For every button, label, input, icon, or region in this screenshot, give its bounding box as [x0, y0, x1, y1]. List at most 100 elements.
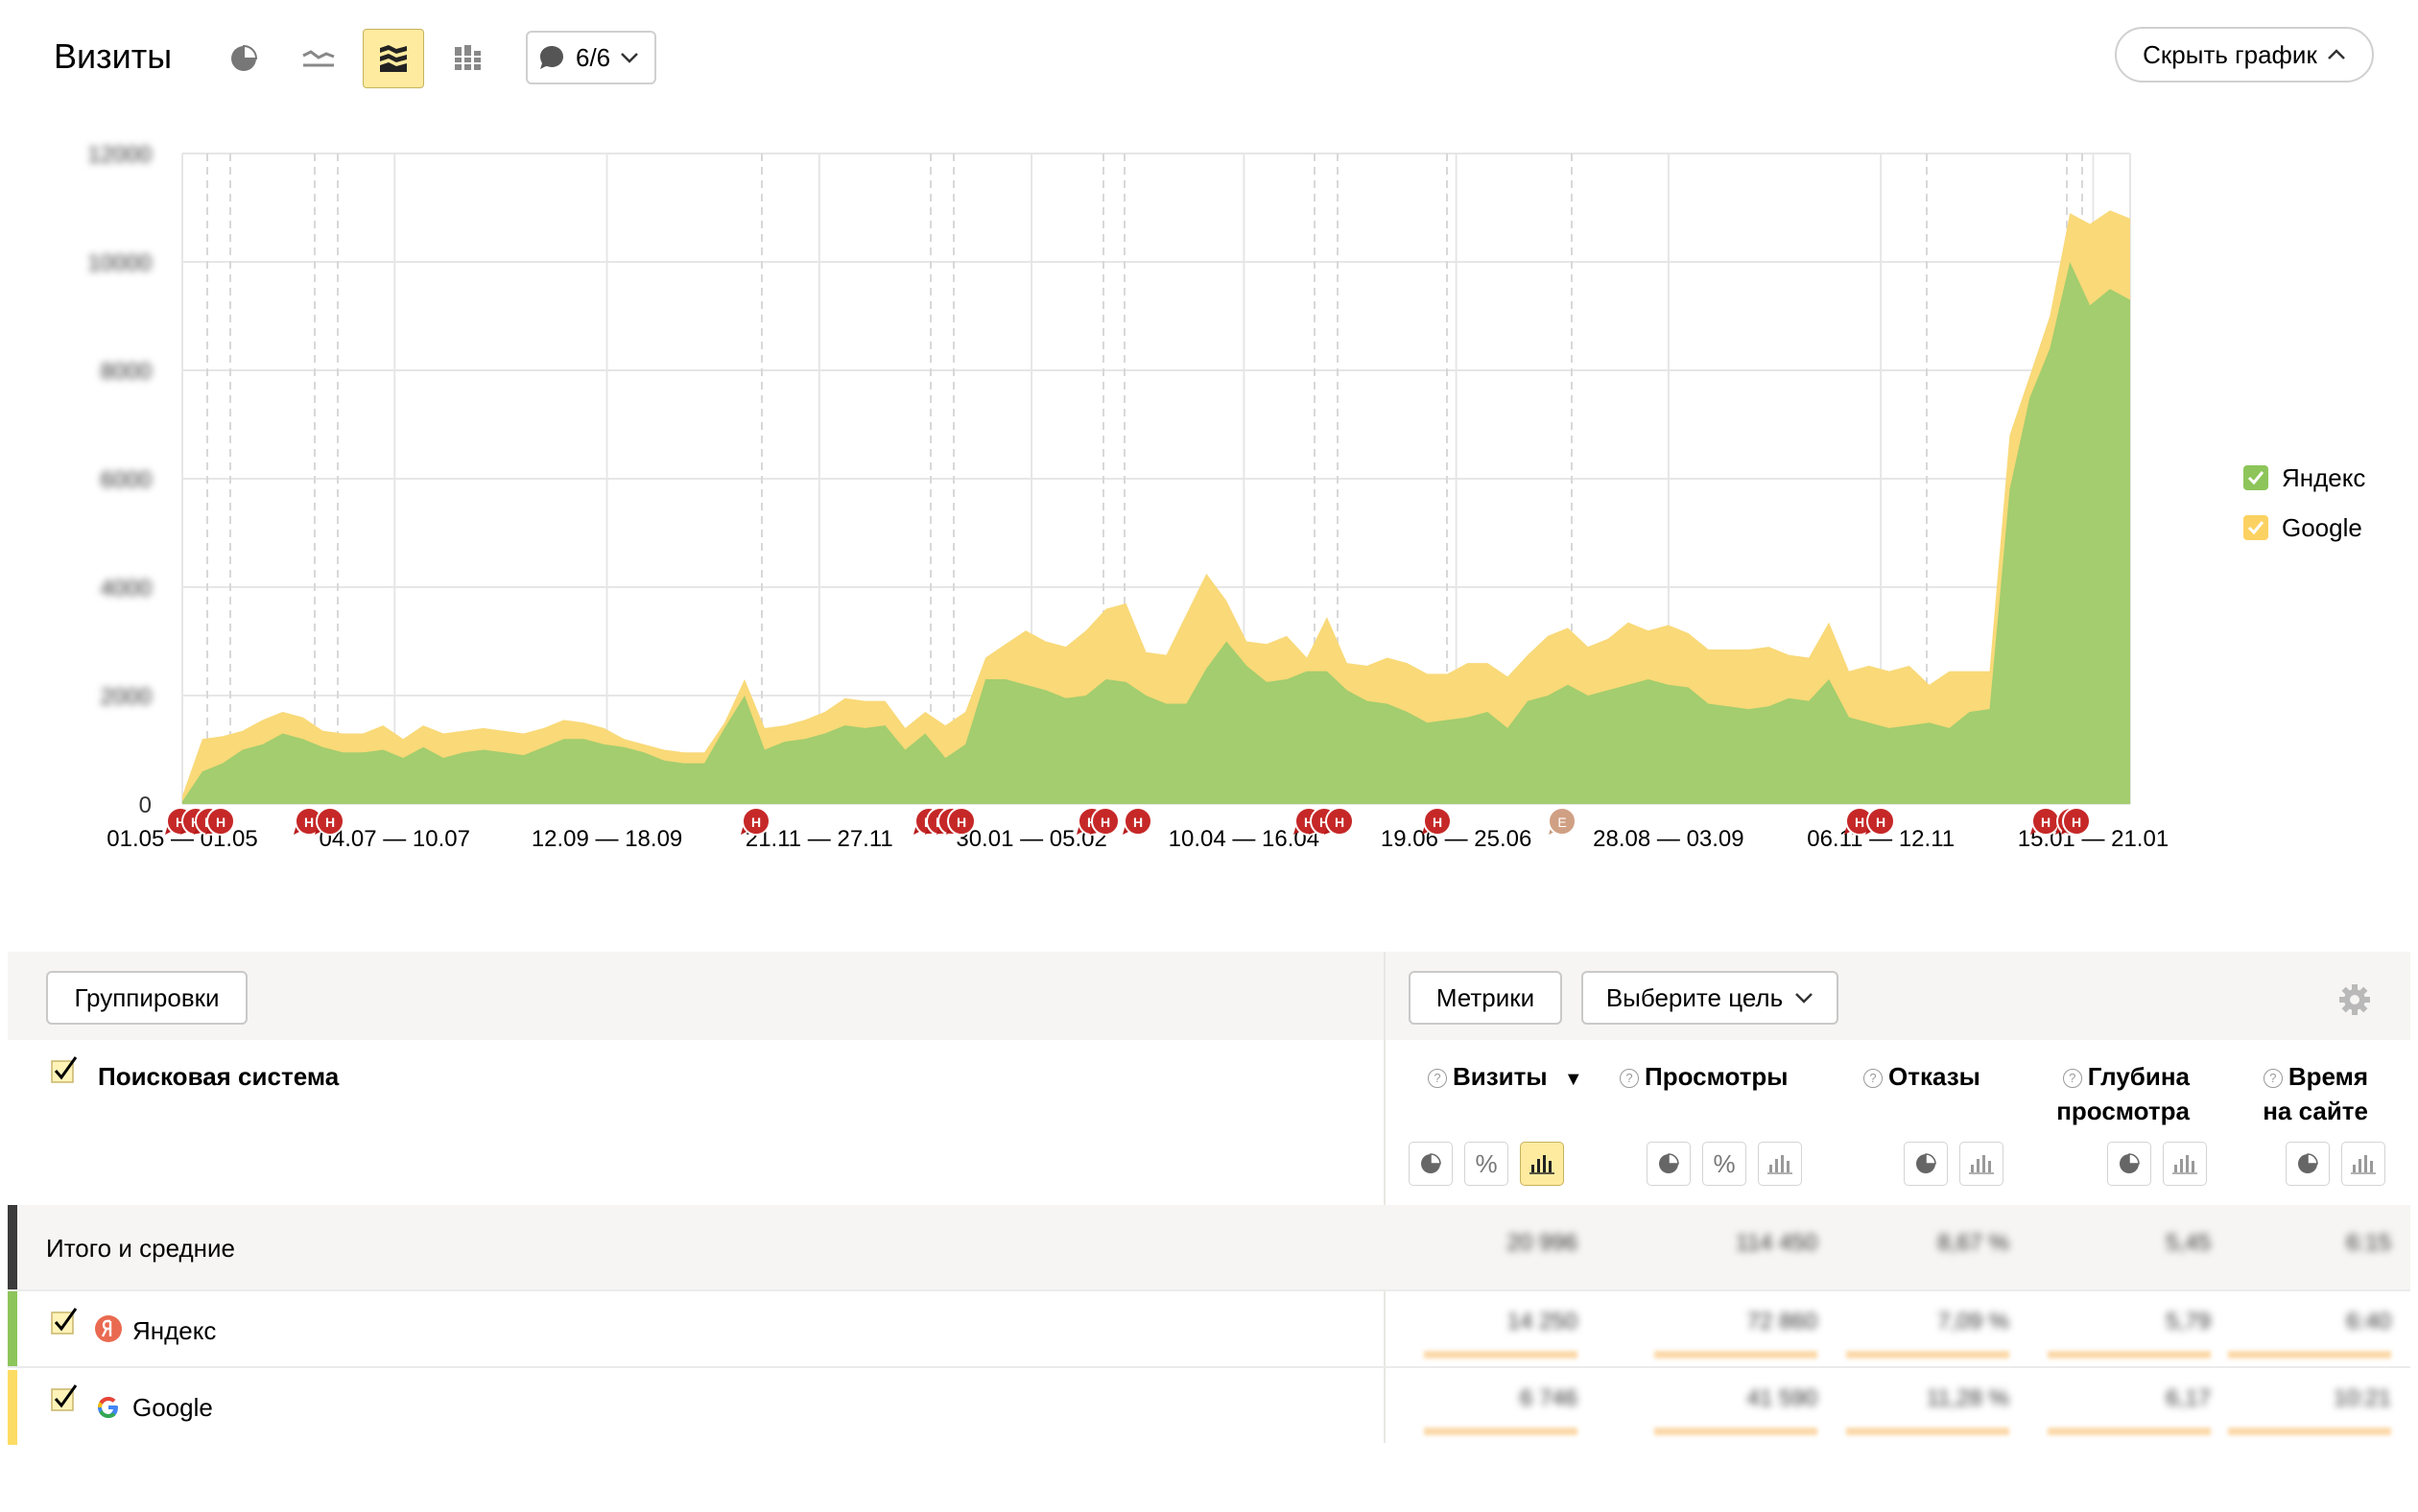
checkbox-icon[interactable] — [50, 1383, 79, 1412]
series-area-google — [182, 210, 2130, 805]
note-marker-icon[interactable]: Н — [1123, 807, 1152, 836]
svg-text:Н: Н — [1133, 815, 1143, 830]
pie-view-icon[interactable] — [1409, 1142, 1453, 1186]
note-marker-icon[interactable]: Н — [1324, 807, 1354, 836]
y-tick-label: 4000 — [101, 576, 152, 602]
svg-text:Н: Н — [751, 815, 761, 830]
x-tick-label: 19.06 — 25.06 — [1381, 826, 1531, 852]
note-marker-icon[interactable]: Н — [2061, 807, 2091, 836]
chevron-down-icon — [1795, 993, 1814, 1004]
cell-value: 5,79 — [2166, 1309, 2211, 1335]
cell-value: 11,28 % — [1926, 1385, 2009, 1411]
legend-item-google[interactable]: Google — [2243, 512, 2365, 543]
bar-view-icon[interactable] — [1959, 1142, 2003, 1186]
pie-view-icon[interactable] — [2286, 1142, 2330, 1186]
cell-value: 6:15 — [2346, 1230, 2391, 1256]
cell-share-bar — [1424, 1428, 1577, 1435]
groupings-label: Группировки — [74, 982, 220, 1012]
svg-text:Н: Н — [1335, 815, 1344, 830]
cell-share-bar — [2228, 1351, 2391, 1358]
row-label-google[interactable]: Google — [132, 1393, 213, 1422]
stacked-bar-button[interactable] — [438, 29, 499, 88]
line-chart-button[interactable] — [288, 29, 349, 88]
sort-desc-icon: ▼ — [1563, 1069, 1583, 1090]
svg-text:Н: Н — [176, 815, 185, 830]
y-tick-label: 0 — [139, 792, 152, 818]
pie-view-icon[interactable] — [1904, 1142, 1948, 1186]
note-marker-icon[interactable]: Н — [741, 807, 770, 836]
chevron-down-icon — [621, 53, 639, 63]
gear-icon[interactable] — [2337, 982, 2372, 1017]
x-tick-label: 04.07 — 10.07 — [320, 826, 470, 852]
note-marker-icon[interactable]: Н — [1865, 807, 1895, 836]
metrics-button[interactable]: Метрики — [1409, 971, 1562, 1025]
checkbox-icon — [2243, 465, 2268, 490]
y-tick-label: 10000 — [87, 250, 152, 276]
bar-view-icon[interactable] — [2341, 1142, 2385, 1186]
svg-text:Н: Н — [1101, 815, 1110, 830]
y-tick-label: 2000 — [101, 684, 152, 710]
checkbox-icon[interactable] — [50, 1055, 79, 1084]
x-tick-label: 12.09 — 18.09 — [532, 826, 682, 852]
cell-share-bar — [1846, 1351, 2009, 1358]
yandex-logo-icon — [95, 1315, 122, 1342]
note-marker-icon[interactable]: Н — [205, 807, 235, 836]
note-marker-icon[interactable]: Н — [946, 807, 976, 836]
notes-dropdown[interactable]: 6/6 — [526, 31, 656, 84]
goal-select[interactable]: Выберите цель — [1581, 971, 1838, 1025]
svg-text:Е: Е — [1557, 815, 1566, 830]
pie-view-icon[interactable] — [2107, 1142, 2151, 1186]
help-icon[interactable]: ? — [1428, 1069, 1447, 1089]
page-title: Визиты — [54, 36, 173, 76]
series-area-yandex — [182, 262, 2130, 804]
column-bounces[interactable]: ? Отказы — [1863, 1059, 1980, 1094]
hide-chart-button[interactable]: Скрыть график — [2115, 27, 2374, 83]
stacked-area-button[interactable] — [363, 29, 424, 88]
hide-chart-label: Скрыть график — [2143, 39, 2317, 69]
cell-share-bar — [1846, 1428, 2009, 1435]
column-time[interactable]: ? Время на сайте — [2259, 1059, 2368, 1128]
help-icon[interactable]: ? — [2263, 1069, 2283, 1089]
dimension-header[interactable]: Поисковая система — [98, 1062, 340, 1091]
note-marker-icon[interactable]: Н — [1422, 807, 1452, 836]
checkbox-icon[interactable] — [50, 1307, 79, 1335]
pie-chart-button[interactable] — [213, 29, 274, 88]
percent-view-icon[interactable]: % — [1464, 1142, 1508, 1186]
column-label: Глубина — [2087, 1062, 2190, 1091]
pie-view-icon[interactable] — [1647, 1142, 1691, 1186]
y-tick-label: 6000 — [101, 467, 152, 493]
cell-share-bar — [2048, 1351, 2211, 1358]
help-icon[interactable]: ? — [2062, 1069, 2082, 1089]
legend-item-yandex[interactable]: Яндекс — [2243, 462, 2365, 493]
cell-value: 5,45 — [2166, 1230, 2211, 1256]
note-marker-icon[interactable]: Н — [1090, 807, 1120, 836]
event-marker-icon[interactable]: Е — [1548, 807, 1576, 836]
goal-label: Выберите цель — [1605, 982, 1784, 1012]
comment-icon — [540, 46, 563, 69]
row-label-yandex[interactable]: Яндекс — [132, 1316, 217, 1345]
help-icon[interactable]: ? — [1863, 1069, 1883, 1089]
notes-count: 6/6 — [576, 42, 611, 72]
cell-value: 10:21 — [2333, 1385, 2391, 1411]
bar-view-icon[interactable] — [2163, 1142, 2207, 1186]
stacked-bar-icon — [455, 45, 481, 70]
cell-value: 6,17 — [2166, 1385, 2211, 1411]
cell-value: 7,09 % — [1937, 1309, 2009, 1335]
groupings-button[interactable]: Группировки — [46, 971, 248, 1025]
yandex-row-marker — [8, 1291, 17, 1366]
column-label: Время — [2288, 1062, 2368, 1091]
note-marker-icon[interactable]: Н — [2030, 807, 2060, 836]
column-visits[interactable]: ? Визиты ▼ — [1428, 1059, 1583, 1097]
cell-share-bar — [2228, 1428, 2391, 1435]
bar-view-icon[interactable] — [1758, 1142, 1802, 1186]
bar-view-icon[interactable] — [1520, 1142, 1564, 1186]
column-pageviews[interactable]: ? Просмотры — [1620, 1059, 1789, 1094]
note-marker-icon[interactable]: Н — [315, 807, 344, 836]
help-icon[interactable]: ? — [1620, 1069, 1639, 1089]
percent-view-icon[interactable]: % — [1702, 1142, 1746, 1186]
chevron-up-icon — [2327, 49, 2345, 59]
svg-text:Н: Н — [325, 815, 335, 830]
svg-text:Н: Н — [216, 815, 225, 830]
column-depth[interactable]: ? Глубина просмотра — [2055, 1059, 2190, 1128]
